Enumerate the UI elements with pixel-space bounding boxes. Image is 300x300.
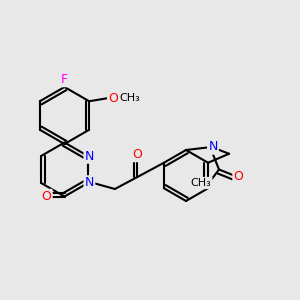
Text: O: O [132, 148, 142, 161]
Text: O: O [42, 190, 51, 203]
Text: O: O [108, 92, 118, 105]
Text: F: F [61, 73, 68, 86]
Text: N: N [85, 149, 94, 163]
Text: CH₃: CH₃ [190, 178, 212, 188]
Text: N: N [85, 176, 94, 190]
Text: CH₃: CH₃ [119, 93, 140, 103]
Text: O: O [234, 170, 243, 184]
Text: N: N [208, 140, 218, 154]
